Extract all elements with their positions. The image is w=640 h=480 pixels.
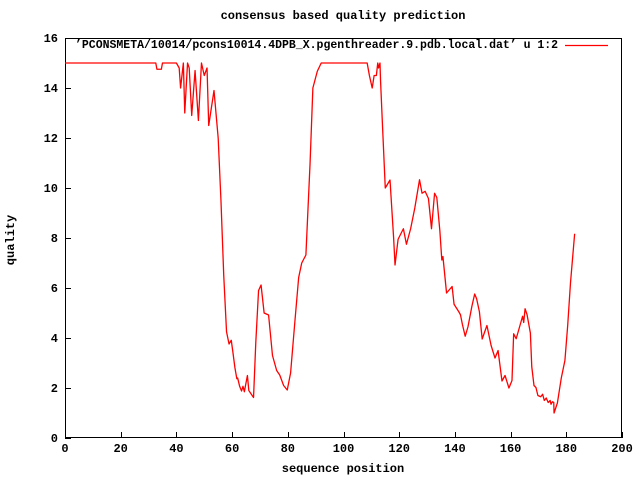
svg-text:16: 16 bbox=[44, 32, 58, 46]
svg-text:’PCONSMETA/10014/pcons10014.4D: ’PCONSMETA/10014/pcons10014.4DPB_X.pgent… bbox=[75, 39, 558, 52]
svg-text:100: 100 bbox=[333, 442, 355, 456]
svg-text:4: 4 bbox=[51, 332, 58, 346]
svg-text:80: 80 bbox=[281, 442, 295, 456]
svg-text:60: 60 bbox=[225, 442, 239, 456]
svg-text:2: 2 bbox=[51, 382, 58, 396]
svg-text:6: 6 bbox=[51, 282, 58, 296]
svg-text:120: 120 bbox=[388, 442, 410, 456]
svg-text:14: 14 bbox=[44, 82, 58, 96]
svg-text:20: 20 bbox=[113, 442, 127, 456]
svg-text:8: 8 bbox=[51, 232, 58, 246]
svg-text:quality: quality bbox=[4, 215, 18, 265]
svg-text:10: 10 bbox=[44, 182, 58, 196]
svg-text:12: 12 bbox=[44, 132, 58, 146]
svg-text:40: 40 bbox=[169, 442, 183, 456]
svg-text:consensus based quality predic: consensus based quality prediction bbox=[221, 9, 466, 23]
svg-text:140: 140 bbox=[444, 442, 466, 456]
svg-text:0: 0 bbox=[61, 442, 68, 456]
svg-text:sequence position: sequence position bbox=[282, 462, 404, 476]
svg-text:200: 200 bbox=[611, 442, 633, 456]
svg-text:160: 160 bbox=[500, 442, 522, 456]
svg-text:0: 0 bbox=[51, 432, 58, 446]
svg-text:180: 180 bbox=[555, 442, 577, 456]
